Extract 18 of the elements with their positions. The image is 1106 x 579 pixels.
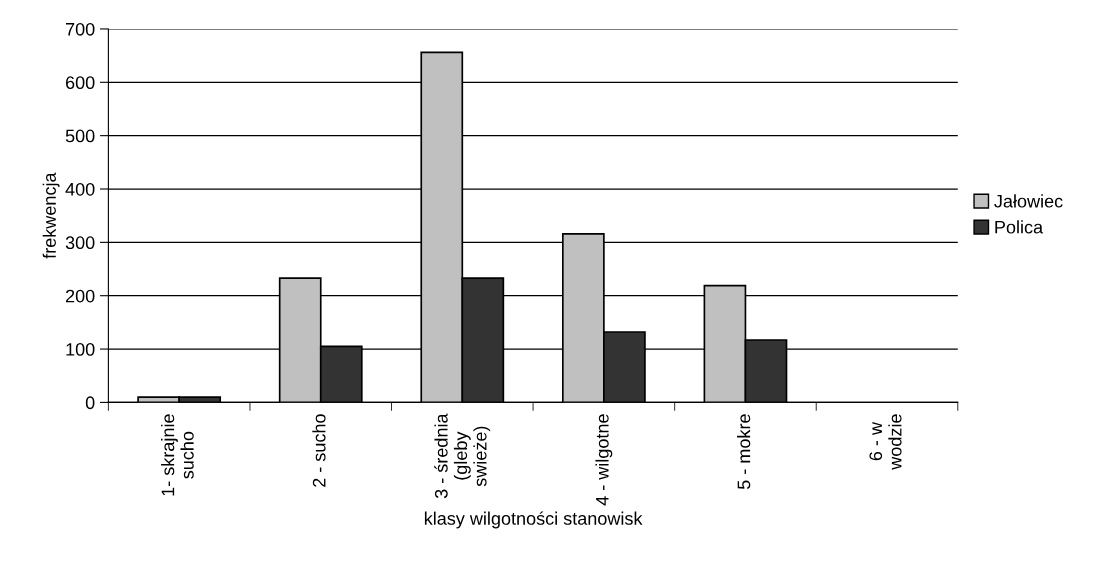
legend-label: Jałowiec	[994, 194, 1063, 208]
y-tick-label: 500	[65, 129, 95, 143]
legend-label: Polica	[995, 220, 1044, 234]
y-tick-label: 0	[85, 396, 95, 410]
y-tick-label: 200	[65, 289, 95, 303]
y-axis-title: frekwencja	[42, 172, 60, 259]
x-tick-label: 2 - sucho	[312, 414, 326, 487]
y-tick-label: 600	[65, 76, 95, 90]
x-tick-label: 1- skrajnie sucho	[161, 414, 194, 496]
y-tick-label: 400	[65, 182, 95, 196]
x-tick-label: 3 - średnia (gleby swieże)	[434, 413, 491, 499]
x-tick-label: 6 - w wodzie	[869, 414, 902, 470]
x-axis-title: klasy wilgotności stanowisk	[424, 511, 643, 529]
y-tick-label: 700	[66, 22, 95, 36]
y-tick-label: 300	[65, 236, 95, 250]
y-tick-label: 100	[66, 342, 95, 356]
x-tick-label: 5 - mokre	[737, 414, 751, 490]
x-tick-label: 4 - wilgotne	[595, 414, 613, 506]
